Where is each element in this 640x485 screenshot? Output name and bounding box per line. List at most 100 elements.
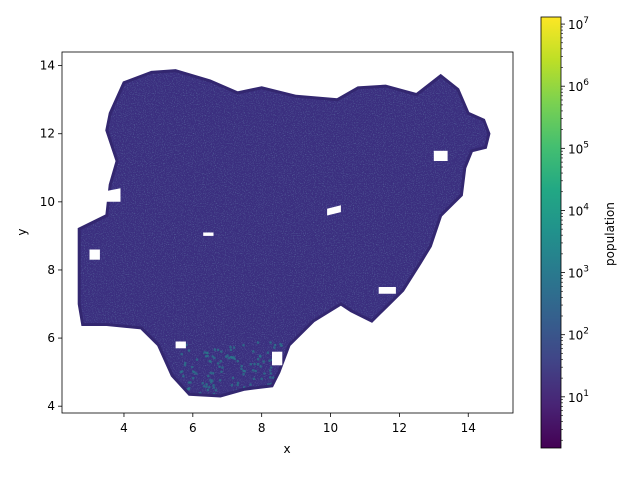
colorbar-label: population	[603, 202, 617, 266]
data-point	[280, 344, 283, 347]
data-point	[184, 361, 187, 365]
data-point	[243, 369, 247, 373]
data-point	[191, 376, 195, 380]
data-point	[275, 392, 279, 396]
data-point	[206, 354, 209, 358]
data-point	[269, 376, 272, 379]
y-tick-label: 8	[47, 263, 55, 277]
colorbar-gradient	[541, 17, 561, 448]
data-point	[236, 359, 239, 363]
axes-frame	[61, 51, 514, 414]
data-point	[208, 359, 211, 363]
data-point	[207, 374, 210, 378]
data-point	[252, 377, 256, 381]
data-point	[206, 351, 209, 355]
data-point	[195, 372, 198, 375]
data-point	[205, 385, 208, 389]
empty-area	[272, 351, 283, 366]
x-axis-ticks: 4 6 8 10 12 14	[120, 413, 476, 435]
data-point	[207, 386, 211, 389]
empty-area	[327, 205, 341, 216]
colorbar: 101 102 103 104 105 106 107 population	[540, 16, 617, 449]
plot-area	[77, 69, 491, 398]
x-tick-label: 14	[461, 421, 476, 435]
colorbar-tick-label: 102	[568, 327, 589, 343]
data-point	[252, 350, 255, 353]
data-point	[220, 350, 223, 353]
data-point	[263, 372, 266, 375]
data-point	[262, 360, 265, 363]
data-point	[249, 383, 252, 386]
data-point	[273, 343, 277, 347]
data-point	[249, 362, 253, 366]
data-point	[256, 362, 260, 366]
data-point	[269, 372, 273, 375]
data-point	[236, 381, 240, 385]
data-point	[236, 383, 239, 387]
colorbar-tick-label: 103	[568, 265, 589, 281]
data-point	[226, 354, 229, 357]
x-tick-label: 6	[189, 421, 197, 435]
data-point	[211, 371, 215, 375]
data-point	[211, 379, 214, 383]
data-point	[273, 346, 276, 349]
data-point	[273, 391, 277, 395]
data-point	[214, 388, 218, 392]
data-point	[212, 386, 216, 389]
colorbar-tick-label: 106	[568, 78, 589, 94]
data-point	[180, 370, 184, 373]
y-axis-ticks: 4 6 8 10 12 14	[40, 59, 62, 413]
data-point	[229, 345, 232, 349]
data-point	[266, 351, 270, 354]
data-point	[249, 392, 253, 395]
data-point	[233, 357, 236, 361]
data-point	[221, 366, 224, 369]
data-point	[220, 370, 223, 374]
colorbar-ticks: 101 102 103 104 105 106 107	[561, 16, 589, 441]
data-point	[256, 341, 260, 344]
data-point	[243, 391, 247, 394]
data-point	[256, 357, 260, 361]
data-point	[242, 343, 245, 347]
data-point	[202, 385, 206, 388]
data-point	[178, 391, 182, 395]
data-point	[271, 376, 275, 380]
data-point	[183, 363, 187, 367]
data-point	[268, 359, 271, 363]
data-point	[230, 383, 234, 387]
data-point	[219, 360, 223, 363]
data-point	[218, 365, 221, 369]
data-point	[187, 381, 191, 384]
colorbar-tick-label: 104	[568, 202, 589, 218]
data-point	[254, 369, 257, 373]
data-point	[265, 394, 269, 396]
data-point	[268, 369, 272, 372]
empty-area	[433, 150, 448, 161]
data-point	[231, 376, 235, 380]
data-point	[253, 393, 257, 396]
y-tick-label: 14	[40, 59, 55, 73]
empty-area	[175, 341, 186, 349]
data-point	[247, 390, 250, 394]
data-point	[195, 358, 199, 361]
data-point	[252, 392, 255, 395]
x-axis-label: x	[283, 442, 290, 456]
data-point	[280, 377, 284, 381]
data-point	[213, 356, 216, 360]
point-variation	[79, 70, 489, 396]
data-point	[251, 369, 255, 372]
x-tick-label: 12	[392, 421, 407, 435]
data-point	[201, 381, 204, 385]
data-point	[190, 365, 194, 369]
colorbar-frame	[540, 16, 562, 449]
data-point	[227, 356, 231, 360]
data-point	[216, 348, 220, 352]
y-tick-label: 10	[40, 195, 55, 209]
data-point	[191, 370, 195, 373]
data-point	[212, 384, 215, 387]
empty-area	[203, 232, 214, 236]
y-tick-label: 6	[47, 331, 55, 345]
data-point	[259, 355, 262, 358]
colorbar-tick-label: 107	[568, 16, 589, 32]
